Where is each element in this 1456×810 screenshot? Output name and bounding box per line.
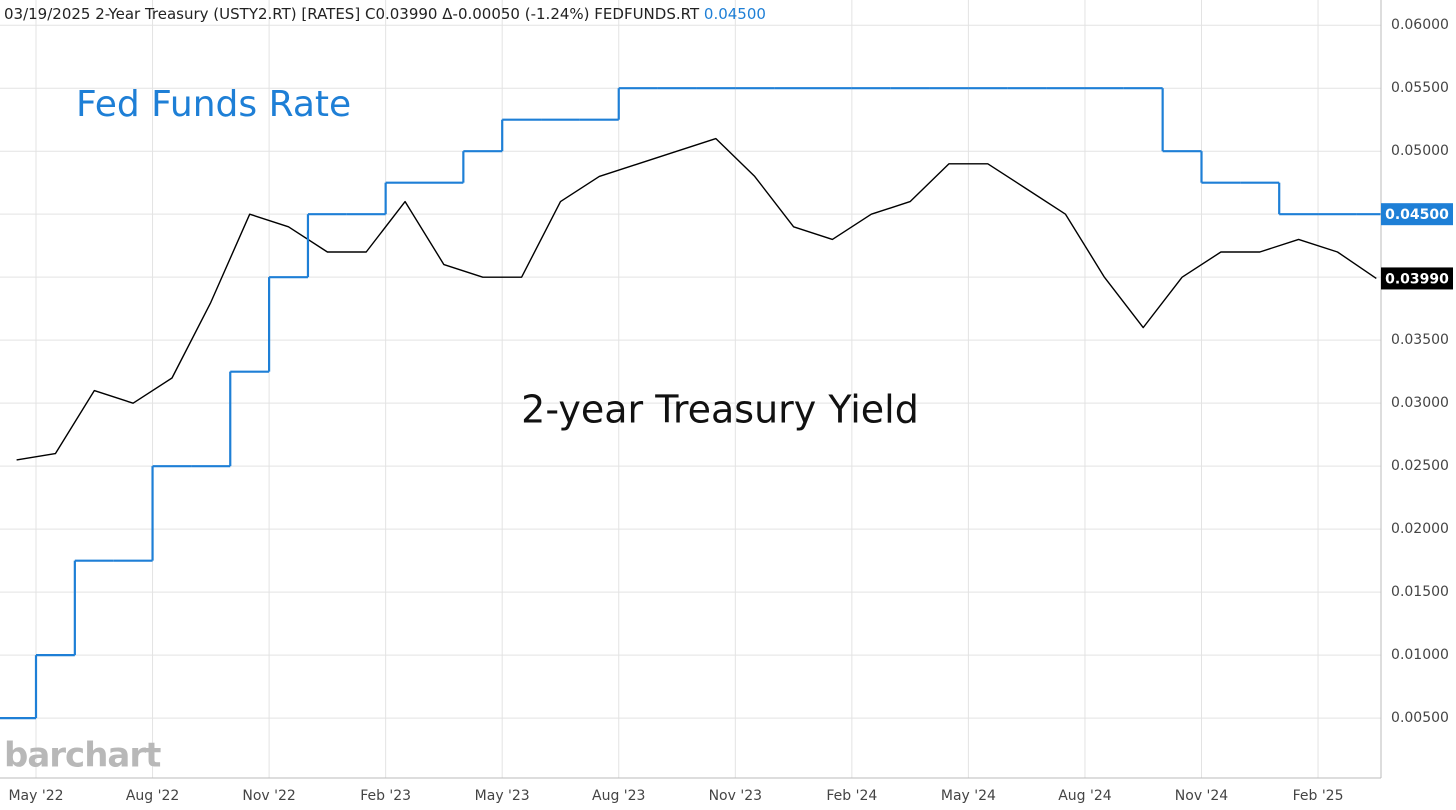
x-tick-label: Feb '23 [360, 788, 411, 804]
line [16, 137, 1377, 461]
y-tick-label: 0.06000 [1391, 17, 1449, 33]
x-tick-label: Nov '24 [1175, 788, 1229, 804]
x-tick-label: Aug '24 [1058, 788, 1112, 804]
x-tick-label: May '22 [8, 788, 63, 804]
y-tick-label: 0.01500 [1391, 584, 1449, 600]
last-value-label: 0.03990 [1385, 271, 1449, 287]
x-tick-label: Nov '22 [242, 788, 295, 804]
x-tick-label: May '23 [475, 788, 530, 804]
y-tick-label: 0.05500 [1391, 80, 1449, 96]
header-date: 03/19/2025 [4, 5, 90, 23]
series-annotation: Fed Funds Rate [76, 84, 351, 125]
x-tick-label: Aug '23 [592, 788, 645, 804]
y-tick-label: 0.05000 [1391, 143, 1449, 159]
last-value-badge [1381, 267, 1453, 290]
series-annotation: 2-year Treasury Yield [521, 388, 919, 432]
header-symbol2: FEDFUNDS.RT [594, 5, 700, 23]
last-value-badge [1381, 203, 1453, 226]
plot [0, 87, 1381, 720]
y-tick-label: 0.02000 [1391, 521, 1449, 537]
y-tick-label: 0.01000 [1391, 647, 1449, 663]
header-change: Δ-0.00050 (-1.24%) [442, 5, 589, 23]
x-tick-label: Feb '25 [1293, 788, 1344, 804]
y-tick-label: 0.00500 [1391, 710, 1449, 726]
y-tick-label: 0.03000 [1391, 395, 1449, 411]
x-tick-label: Aug '22 [126, 788, 179, 804]
y-tick-label: 0.02500 [1391, 458, 1449, 474]
x-tick-label: Nov '23 [709, 788, 762, 804]
last-value-label: 0.04500 [1385, 207, 1449, 223]
header-close: C0.03990 [365, 5, 438, 23]
logo: barchart [4, 736, 161, 776]
x-tick-label: Feb '24 [826, 788, 877, 804]
header: 03/19/2025 2-Year Treasury (USTY2.RT) [R… [4, 5, 766, 23]
x-tick-label: May '24 [941, 788, 996, 804]
header-symbol: 2-Year Treasury (USTY2.RT) [RATES] [95, 5, 360, 23]
header-symbol2-value: 0.04500 [704, 5, 766, 23]
y-tick-label: 0.03500 [1391, 332, 1449, 348]
